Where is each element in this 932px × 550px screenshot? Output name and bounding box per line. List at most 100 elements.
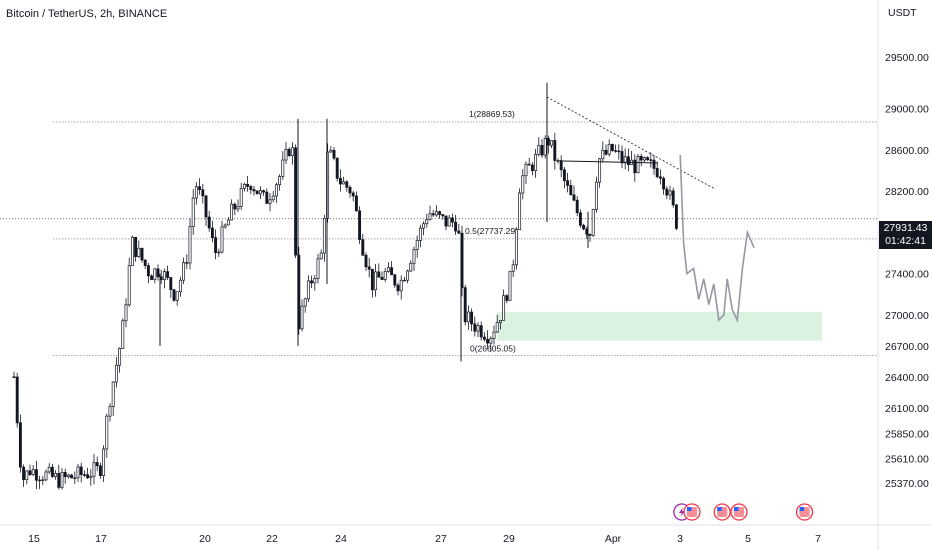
y-tick-label: 26700.00 (885, 341, 929, 353)
candle-body (537, 145, 541, 155)
candle-body (434, 211, 438, 216)
candle-body (361, 239, 365, 256)
candle-body (239, 187, 243, 207)
candle-body (422, 223, 426, 229)
candle-body (246, 183, 250, 187)
candle-body (50, 466, 54, 477)
candle-body (479, 325, 483, 338)
candle-body (92, 462, 96, 477)
candle-body (38, 479, 42, 482)
candle-body (463, 287, 467, 323)
candle-body (527, 163, 531, 166)
candle-body (546, 138, 550, 146)
candle-body (25, 470, 29, 480)
candle-body (114, 364, 118, 383)
candle-body (530, 164, 534, 171)
candle-body (12, 376, 16, 378)
candle-body (473, 323, 477, 332)
candle-body (57, 473, 61, 488)
candle-body (166, 271, 170, 278)
candle-body (73, 477, 77, 479)
x-tick-label: 17 (95, 533, 107, 545)
candle-body (188, 226, 192, 264)
candle-body (130, 236, 134, 267)
candle-body (18, 422, 22, 468)
candle-body (249, 186, 253, 190)
chart-title: Bitcoin / TetherUS, 2h, BINANCE (6, 8, 168, 20)
candle-body (290, 147, 294, 156)
candle-body (633, 159, 637, 174)
candle-body (594, 181, 598, 210)
candle-body (393, 274, 397, 286)
candle-body (514, 229, 518, 266)
candle-body (134, 236, 138, 257)
candle-body (428, 213, 432, 220)
candle-body (63, 471, 67, 478)
y-tick-label: 28600.00 (885, 145, 929, 157)
candle-body (153, 268, 157, 280)
candle-body (172, 289, 176, 301)
candle-body (620, 151, 624, 164)
candle-body (300, 305, 304, 330)
candle-body (364, 254, 368, 268)
candle-body (47, 466, 51, 473)
candle-body (162, 271, 166, 281)
candle-body (79, 466, 83, 475)
candle-body (76, 466, 80, 479)
candle-body (390, 267, 394, 276)
candle-body (217, 251, 221, 254)
candle-body (41, 479, 45, 481)
candle-body (258, 190, 262, 195)
candle-body (447, 217, 451, 227)
candle-body (22, 466, 26, 480)
candle-body (665, 188, 669, 196)
candle-body (338, 177, 342, 185)
candle-body (556, 160, 560, 162)
candle-body (175, 291, 179, 301)
candle-body (348, 186, 352, 194)
x-tick-label: 20 (199, 533, 211, 545)
x-tick-label: 5 (745, 533, 751, 545)
candle-body (137, 247, 141, 257)
x-tick-label: 3 (677, 533, 683, 545)
candle-body (54, 473, 58, 477)
us-flag-icon[interactable] (795, 503, 814, 521)
candle-body (268, 199, 272, 204)
candle-body (575, 199, 579, 214)
candle-body (178, 279, 182, 293)
us-flag-icon[interactable] (730, 503, 748, 521)
candle-body (431, 213, 435, 216)
candle-body (316, 258, 320, 279)
candle-body (399, 279, 403, 292)
candle-body (15, 376, 19, 424)
candle-body (540, 145, 544, 156)
candle-body (438, 211, 442, 215)
candle-body (281, 159, 285, 177)
candle-body (102, 448, 106, 476)
last-price-tag: 27931.43 01:42:41 (879, 221, 932, 249)
candle-body (646, 157, 650, 161)
candle-body (518, 192, 522, 230)
candle-body (377, 271, 381, 278)
candle-body (588, 234, 592, 236)
x-tick-label: 22 (266, 533, 278, 545)
candle-body (121, 320, 125, 349)
candle-body (550, 140, 554, 146)
candle-body (658, 176, 662, 179)
candle-body (105, 415, 109, 450)
last-price: 27931.43 (883, 222, 928, 234)
candle-body (146, 265, 150, 277)
candle-body (322, 218, 326, 254)
candle-body (486, 338, 490, 344)
candle-body (450, 217, 454, 223)
candle-body (303, 298, 307, 307)
candle-body (639, 155, 643, 161)
candle-body (607, 143, 611, 155)
candle-body (498, 319, 502, 323)
us-flag-icon[interactable] (683, 503, 701, 521)
candle-body (108, 406, 112, 417)
us-flag-icon[interactable] (713, 503, 731, 521)
currency-label: USDT (888, 7, 917, 19)
